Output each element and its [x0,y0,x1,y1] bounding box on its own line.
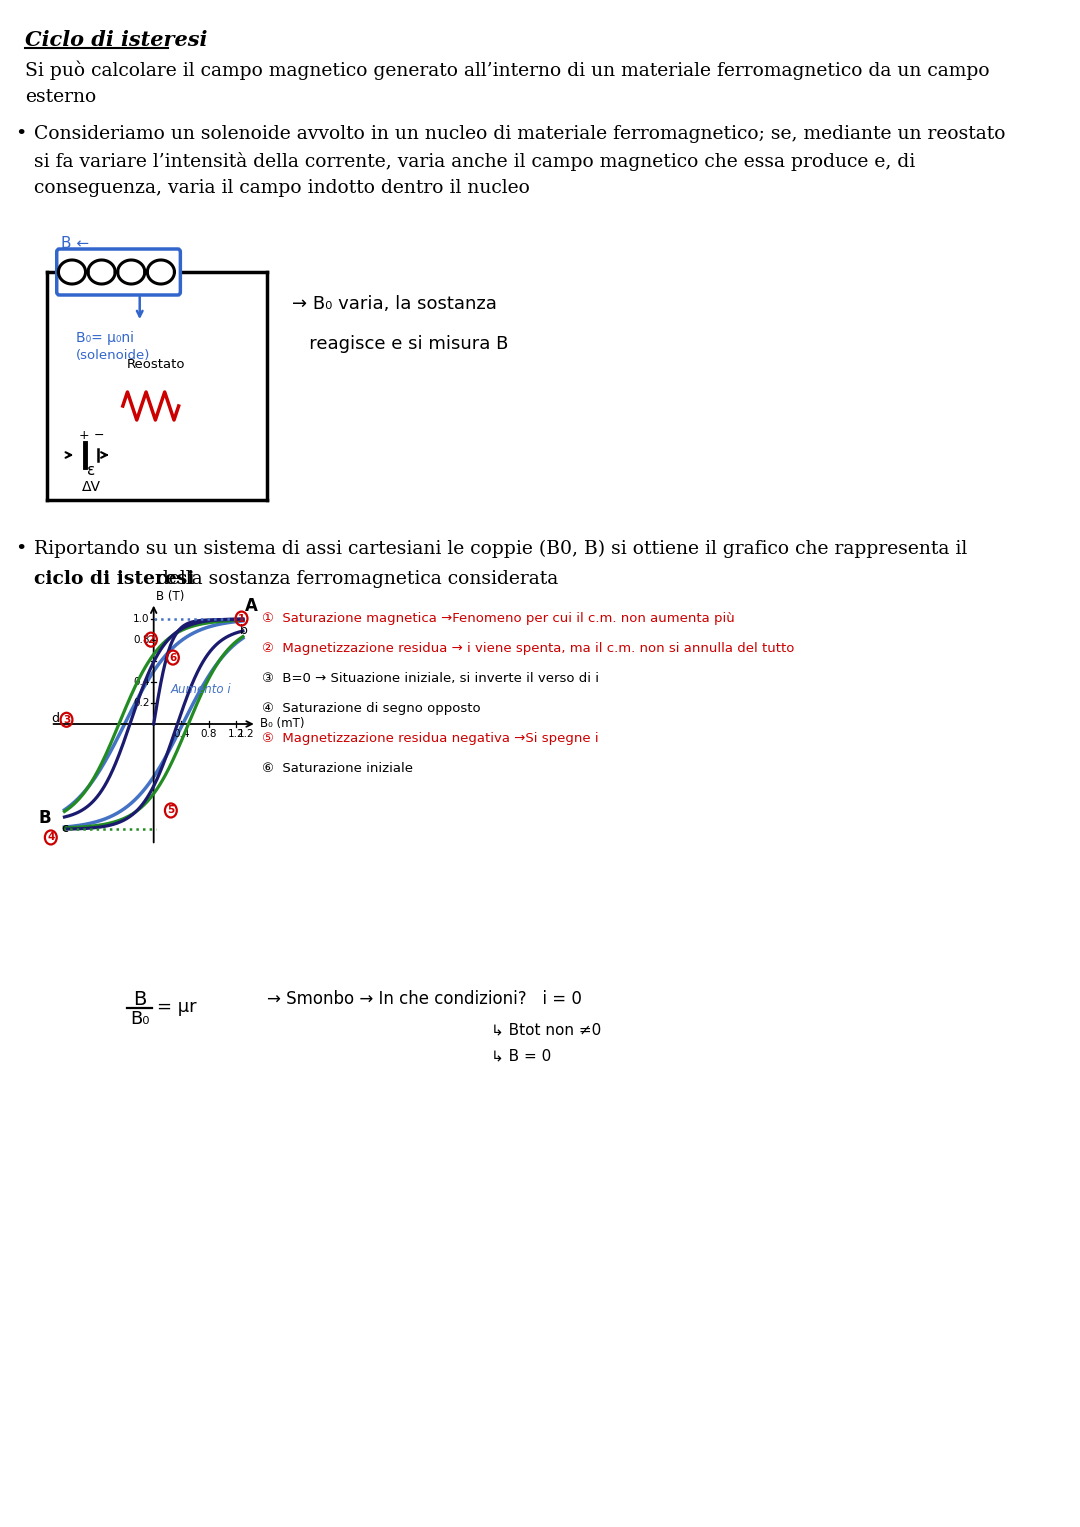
Text: 2: 2 [147,635,154,644]
Text: •: • [15,125,27,144]
Text: 1.0: 1.0 [133,614,149,623]
Text: 0.4: 0.4 [173,728,189,739]
Text: +: + [79,429,90,441]
Text: 0.4: 0.4 [133,676,149,687]
Text: B: B [133,989,147,1009]
Text: •: • [15,541,27,557]
Text: reagisce e si misura B: reagisce e si misura B [292,334,509,353]
Text: d: d [51,712,59,725]
Text: ⑥  Saturazione iniziale: ⑥ Saturazione iniziale [262,762,414,776]
Text: B: B [39,809,52,828]
Text: 1.2: 1.2 [228,728,244,739]
Text: 4: 4 [48,832,54,843]
Text: 0.2: 0.2 [133,698,149,709]
Text: 5: 5 [167,805,175,815]
Text: B₀= μ₀ni: B₀= μ₀ni [77,331,134,345]
Text: −: − [94,429,105,441]
Text: Aumento i: Aumento i [171,683,231,696]
Text: → Smonbo → In che condizioni?   i = 0: → Smonbo → In che condizioni? i = 0 [267,989,582,1008]
Text: B (T): B (T) [157,589,185,603]
Text: B ←: B ← [60,237,89,250]
Text: B₀ (mT): B₀ (mT) [260,718,305,730]
Text: 1: 1 [238,614,245,623]
Text: Riportando su un sistema di assi cartesiani le coppie (B0, B) si ottiene il graf: Riportando su un sistema di assi cartesi… [33,541,967,559]
Text: Reostato: Reostato [127,357,186,371]
Text: B₀: B₀ [130,1009,149,1028]
Text: ↳ B = 0: ↳ B = 0 [491,1048,552,1063]
Text: 0.8: 0.8 [201,728,217,739]
Text: della sostanza ferromagnetica considerata: della sostanza ferromagnetica considerat… [151,570,558,588]
Text: ciclo di isteresi: ciclo di isteresi [33,570,194,588]
Text: → B₀ varia, la sostanza: → B₀ varia, la sostanza [292,295,497,313]
Text: 1.2: 1.2 [238,728,255,739]
Text: ①  Saturazione magnetica →Fenomeno per cui il c.m. non aumenta più: ① Saturazione magnetica →Fenomeno per cu… [262,612,735,625]
Text: A: A [245,597,258,615]
Text: 0.8: 0.8 [133,635,149,644]
Text: ④  Saturazione di segno opposto: ④ Saturazione di segno opposto [262,702,481,715]
FancyBboxPatch shape [57,249,180,295]
Text: Ciclo di isteresi: Ciclo di isteresi [26,31,207,50]
Text: b: b [240,625,247,637]
Text: ΔV: ΔV [82,479,100,495]
Text: ②  Magnetizzazione residua → i viene spenta, ma il c.m. non si annulla del tutto: ② Magnetizzazione residua → i viene spen… [262,641,795,655]
Text: Consideriamo un solenoide avvolto in un nucleo di materiale ferromagnetico; se, : Consideriamo un solenoide avvolto in un … [33,125,1005,197]
Text: ε: ε [87,463,95,478]
Text: ③  B=0 → Situazione iniziale, si inverte il verso di i: ③ B=0 → Situazione iniziale, si inverte … [262,672,599,686]
Text: ⑤  Magnetizzazione residua negativa →Si spegne i: ⑤ Magnetizzazione residua negativa →Si s… [262,731,599,745]
Text: Si può calcolare il campo magnetico generato all’interno di un materiale ferroma: Si può calcolare il campo magnetico gene… [26,60,990,105]
Text: (solenoide): (solenoide) [77,350,150,362]
Text: c: c [60,822,68,835]
Text: 3: 3 [63,715,70,725]
Text: 6: 6 [170,652,176,663]
Text: = μr: = μr [157,999,197,1015]
Text: ↳ Btot non ≠0: ↳ Btot non ≠0 [491,1022,602,1037]
